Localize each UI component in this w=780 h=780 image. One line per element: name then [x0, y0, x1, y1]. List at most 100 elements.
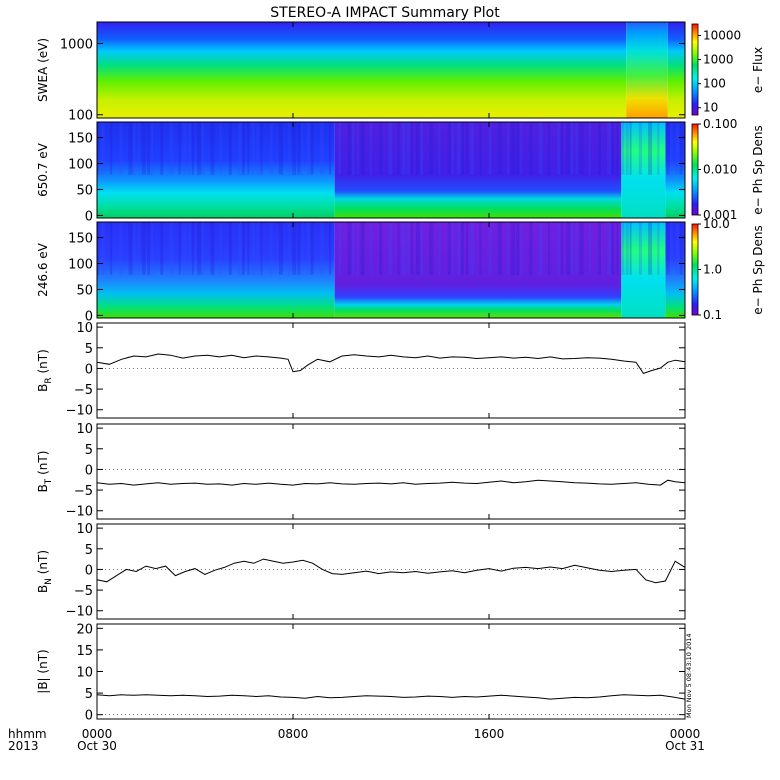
date-tick-label: Oct 31: [665, 739, 705, 753]
data-series-line: [96, 353, 686, 374]
pad-spectrogram-segment-4: [665, 122, 685, 218]
spectrogram-texture: [497, 222, 502, 275]
spectrogram-texture: [538, 122, 543, 175]
y-axis-label: 246.6 eV: [36, 242, 50, 297]
spectrogram-texture: [388, 222, 393, 275]
spectrogram-texture: [356, 122, 359, 175]
spectrogram-texture: [547, 122, 550, 175]
spectrogram-texture: [557, 122, 561, 175]
colorbar-tick-label: 0.100: [703, 117, 737, 131]
spectrogram-texture: [516, 122, 520, 175]
spectrogram-texture: [447, 122, 451, 175]
spectrogram-texture: [147, 222, 151, 275]
spectrogram-texture: [347, 222, 352, 275]
spectrogram-texture: [178, 222, 181, 275]
spectrogram-texture: [607, 222, 612, 275]
y-tick-label: 0: [85, 209, 93, 224]
spectrogram-texture: [666, 222, 670, 275]
y-axis-label: BR (nT): [36, 349, 54, 392]
spectrogram-texture: [288, 222, 291, 275]
spectrogram-texture: [297, 222, 301, 275]
swea-spectrogram-tail: [667, 22, 685, 118]
spectrogram-texture: [251, 122, 256, 175]
y-tick-label: 100: [68, 158, 93, 173]
spectrogram-texture: [338, 222, 342, 275]
spectrogram-texture: [260, 122, 263, 175]
spectrogram-texture: [410, 222, 413, 275]
spectrogram-texture: [675, 222, 680, 275]
colorbar-tick-label: 0.001: [703, 208, 737, 222]
y-axis-label: BN (nT): [36, 550, 54, 593]
spectrogram-texture: [566, 222, 571, 275]
spectrogram-texture: [137, 122, 140, 175]
spectrogram-texture: [256, 222, 260, 275]
y-tick-label: −5: [74, 383, 93, 398]
y-tick-label: 50: [76, 283, 93, 298]
spectrogram-texture: [388, 122, 393, 175]
spectrogram-texture: [187, 222, 191, 275]
spectrogram-texture: [160, 222, 164, 275]
y-tick-label: 20: [76, 622, 93, 637]
spectrogram-texture: [529, 122, 533, 175]
spectrogram-texture: [297, 122, 301, 175]
spectrogram-texture: [588, 122, 591, 175]
spectrogram-texture: [110, 222, 113, 275]
spectrogram-texture: [657, 122, 660, 175]
y-tick-label: −10: [66, 404, 93, 419]
spectrogram-texture: [620, 222, 625, 275]
spectrogram-texture: [579, 222, 584, 275]
spectrogram-texture: [479, 222, 482, 275]
y-axis-label: |B| (nT): [36, 649, 50, 693]
spectrogram-texture: [197, 122, 202, 175]
colorbar-tick-label: 0.1: [703, 308, 722, 322]
spectrogram-texture: [360, 122, 365, 175]
spectrogram-texture: [638, 122, 642, 175]
figure-title: STEREO-A IMPACT Summary Plot: [270, 5, 500, 21]
panel-frame: [96, 221, 686, 319]
y-tick-label: 5: [85, 543, 93, 558]
pad-spectrogram-segment-3: [621, 122, 666, 218]
spectrogram-texture: [247, 222, 250, 275]
spectrogram-texture: [292, 222, 297, 275]
spectrogram-texture: [132, 222, 136, 275]
spectrogram-texture: [451, 122, 454, 175]
spectrogram-texture: [178, 122, 181, 175]
spectrogram-texture: [128, 222, 133, 275]
spectrogram-texture: [561, 122, 564, 175]
spectrogram-texture: [607, 122, 612, 175]
spectrogram-texture: [419, 222, 423, 275]
y-tick-label: −5: [74, 584, 93, 599]
y-tick-label: 10: [76, 321, 93, 336]
pad-spectrogram-segment-2: [334, 222, 622, 318]
spectrogram-texture: [379, 122, 383, 175]
spectrogram-texture: [479, 122, 482, 175]
spectrogram-texture: [97, 222, 99, 275]
spectrogram-texture: [379, 222, 383, 275]
spectrogram-texture: [657, 222, 660, 275]
pad-spectrogram-segment-1: [97, 222, 335, 318]
spectrogram-texture: [238, 222, 243, 275]
spectrogram-texture: [169, 222, 174, 275]
spectrogram-texture: [319, 122, 324, 175]
spectrogram-texture: [629, 222, 632, 275]
panel-frame: [96, 523, 686, 620]
y-tick-label: 0: [85, 362, 93, 377]
spectrogram-texture: [561, 222, 564, 275]
spectrogram-texture: [570, 122, 574, 175]
spectrogram-texture: [310, 122, 314, 175]
spectrogram-texture: [238, 122, 243, 175]
pad-spectrogram-segment-2: [334, 122, 622, 218]
spectrogram-texture: [219, 222, 222, 275]
spectrogram-texture: [670, 222, 673, 275]
spectrogram-texture: [278, 222, 283, 275]
y-tick-label: −5: [74, 484, 93, 499]
spectrogram-texture: [438, 122, 441, 175]
time-tick-label: 0000: [82, 727, 113, 741]
spectrogram-texture: [292, 122, 297, 175]
spectrogram-texture: [160, 122, 164, 175]
spectrogram-texture: [625, 222, 629, 275]
spectrogram-texture: [597, 122, 601, 175]
spectrogram-texture: [242, 222, 246, 275]
spectrogram-texture: [182, 122, 187, 175]
